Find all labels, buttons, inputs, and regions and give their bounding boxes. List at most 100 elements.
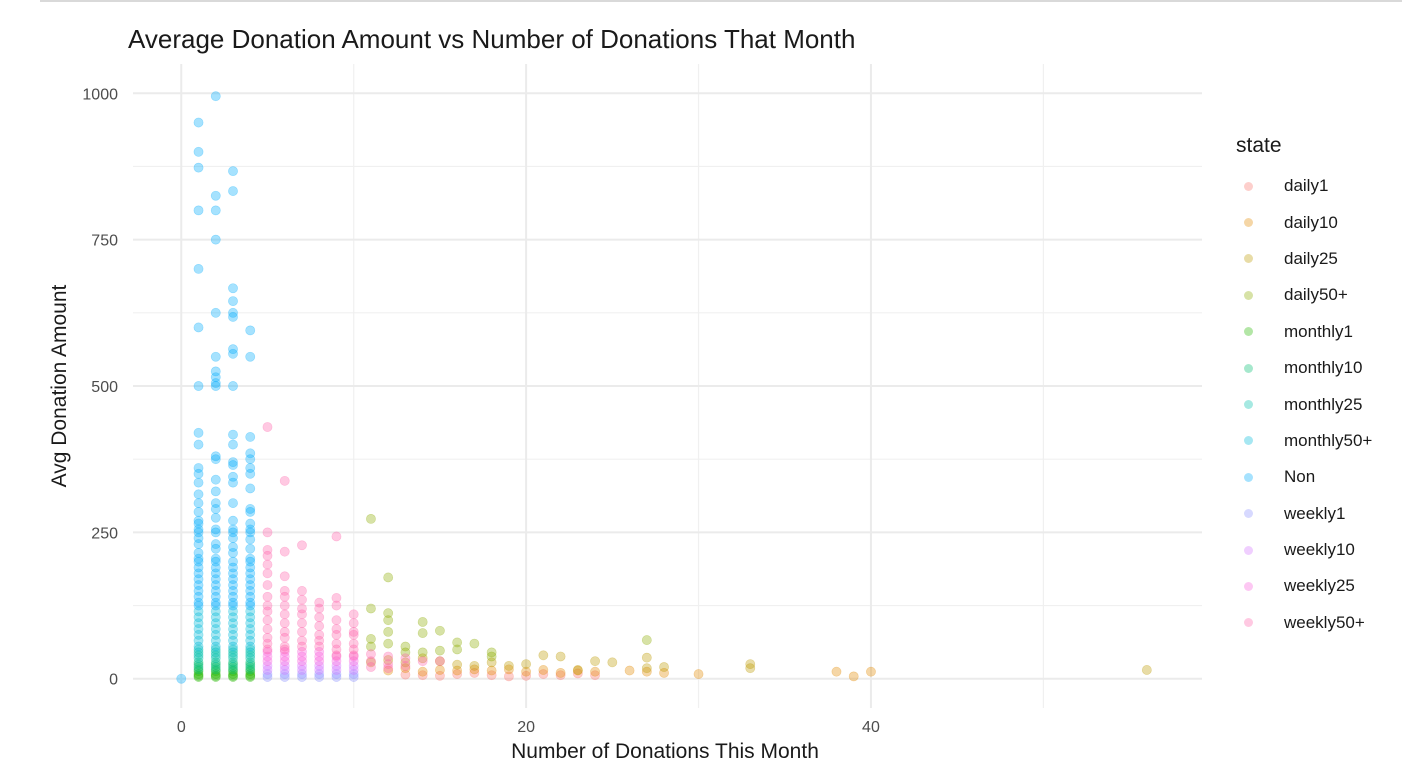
data-point [228, 307, 238, 318]
data-point [555, 651, 566, 662]
data-point [452, 665, 463, 676]
data-point [210, 512, 221, 523]
legend-key-icon [1244, 581, 1253, 591]
data-point [228, 672, 238, 682]
data-point [331, 615, 342, 626]
data-point [228, 644, 238, 655]
data-point [245, 351, 256, 362]
data-point [469, 667, 480, 678]
data-point [245, 524, 256, 535]
data-point [641, 666, 652, 677]
data-point [262, 632, 273, 643]
data-point [366, 662, 376, 672]
data-point [572, 665, 583, 675]
data-point [469, 664, 480, 675]
data-point [193, 669, 204, 679]
data-point [210, 586, 221, 596]
data-point [314, 651, 325, 662]
data-point [331, 669, 342, 679]
data-point [331, 624, 342, 634]
data-point [228, 562, 238, 573]
data-point [262, 550, 273, 561]
data-point [245, 518, 256, 529]
data-point [210, 612, 221, 623]
data-point [245, 650, 256, 661]
legend-item: weekly10 [1244, 532, 1372, 568]
data-point [228, 647, 238, 658]
data-point [245, 483, 256, 494]
data-point [400, 653, 411, 664]
data-point [210, 606, 221, 617]
data-point [279, 656, 290, 667]
data-point [245, 659, 256, 670]
data-point [400, 647, 411, 658]
data-point [228, 471, 238, 482]
data-point [435, 645, 445, 656]
data-point [193, 662, 204, 672]
data-point [279, 669, 290, 679]
data-point [228, 600, 238, 611]
y-tick-label: 250 [91, 525, 118, 542]
data-point [331, 672, 342, 682]
data-point [210, 474, 221, 485]
data-point [245, 591, 256, 602]
data-point [245, 432, 256, 442]
data-point [193, 439, 204, 450]
data-point [383, 638, 394, 649]
legend-label: daily10 [1284, 212, 1338, 232]
data-point [210, 653, 221, 664]
data-point [193, 322, 204, 333]
data-point [314, 635, 325, 646]
data-point [193, 539, 204, 549]
data-point [297, 635, 307, 646]
data-point [210, 657, 221, 668]
x-tick-label: 20 [517, 719, 535, 736]
data-point [348, 609, 359, 620]
data-point [228, 498, 238, 508]
data-point [348, 656, 359, 667]
data-point [383, 608, 394, 619]
data-point [1141, 665, 1152, 675]
data-point [262, 568, 273, 579]
data-point [210, 366, 221, 377]
data-point [314, 621, 325, 631]
data-point [210, 635, 221, 646]
data-point [366, 657, 376, 668]
data-point [245, 448, 256, 459]
data-point [262, 672, 273, 682]
data-point [228, 542, 238, 552]
data-point [366, 603, 376, 614]
data-point [262, 615, 273, 626]
data-point [193, 533, 204, 544]
data-point [210, 618, 221, 629]
data-point [245, 574, 256, 585]
data-point [383, 659, 394, 669]
data-point [262, 591, 273, 602]
data-point [193, 586, 204, 596]
data-point [193, 600, 204, 611]
data-point [641, 635, 652, 645]
data-point [245, 468, 256, 479]
data-point [245, 612, 256, 623]
data-point [572, 668, 583, 679]
data-point [297, 665, 307, 675]
data-point [193, 664, 204, 675]
data-point [228, 574, 238, 585]
data-point [210, 378, 221, 388]
data-point [245, 644, 256, 655]
data-point [383, 626, 394, 637]
data-point [245, 543, 256, 554]
legend-item: monthly10 [1244, 350, 1372, 386]
data-point [228, 618, 238, 629]
data-point [228, 635, 238, 646]
data-point [555, 667, 566, 678]
data-point [383, 655, 394, 665]
data-point [503, 671, 514, 682]
data-point [193, 618, 204, 629]
data-point [193, 612, 204, 623]
data-point [193, 515, 204, 526]
data-point [314, 629, 325, 640]
data-point [400, 669, 411, 680]
data-point [590, 670, 600, 681]
data-point [279, 641, 290, 652]
